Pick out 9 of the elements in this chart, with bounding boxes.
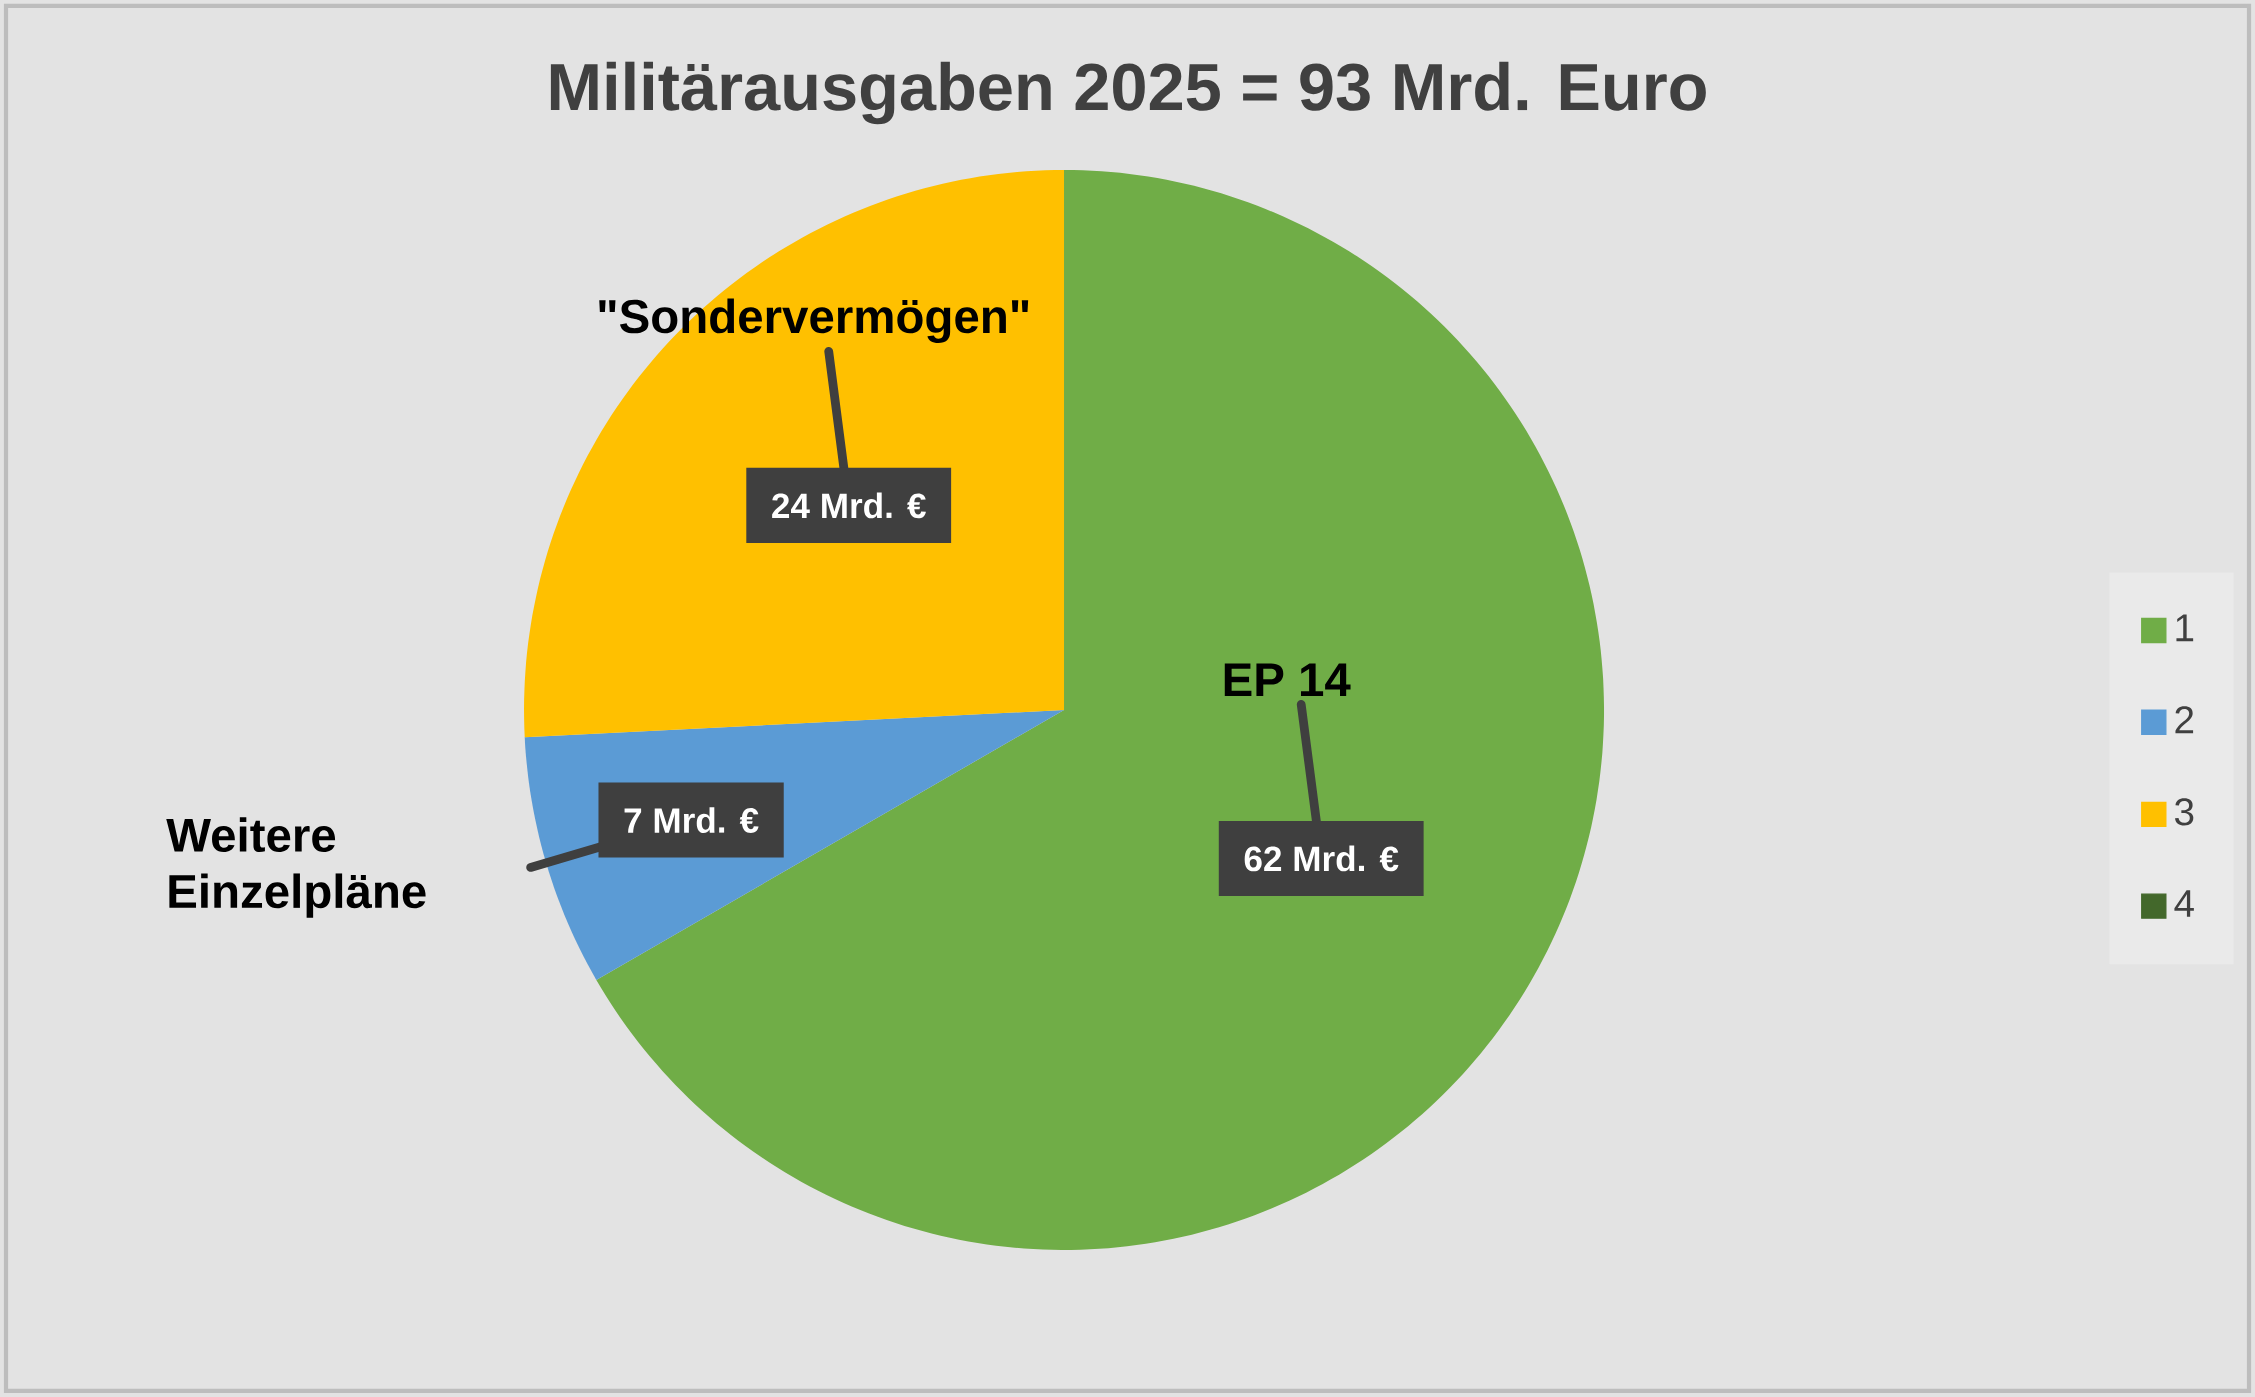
data-label: 62 Mrd. €	[1244, 845, 1399, 872]
legend-label: 2	[2175, 706, 2194, 734]
data-label: 24 Mrd. €	[772, 492, 926, 519]
legend-label: 4	[2174, 890, 2194, 917]
text: EP 14	[1224, 663, 1351, 697]
chart-title: Militärausgaben 2025 = 93 Mrd. Euro	[550, 61, 1706, 125]
legend-label: 1	[2176, 614, 2194, 642]
text: Weitere Einzelpläne	[166, 817, 426, 918]
legend-label: 3	[2175, 798, 2194, 826]
